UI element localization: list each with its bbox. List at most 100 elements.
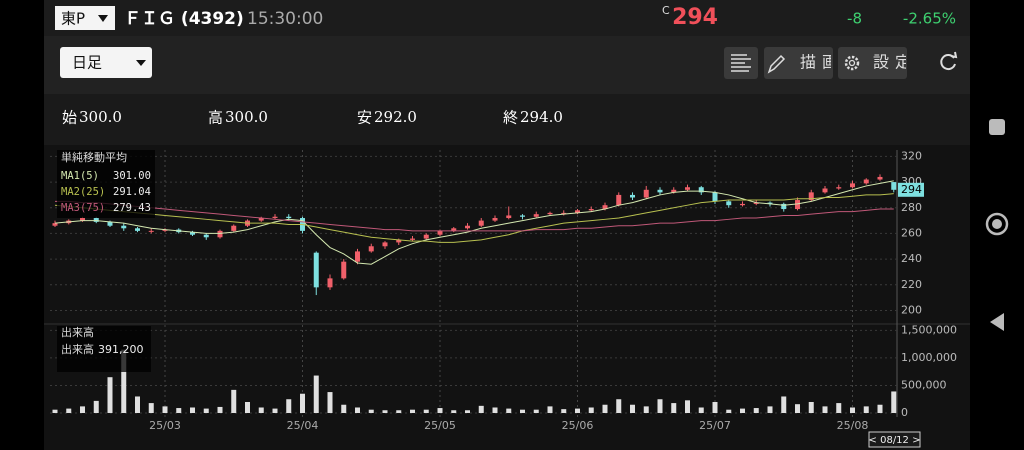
candle-body — [891, 182, 897, 190]
y-tick-label: 200 — [901, 303, 922, 316]
legend-entry: MA3(75) — [61, 202, 105, 214]
legend-value: 291.04 — [113, 186, 151, 198]
home-button-dot — [992, 219, 1002, 229]
settings-label-box: 設定 — [873, 53, 906, 72]
recents-button[interactable] — [989, 119, 1005, 135]
legend-entry: MA1(5) — [61, 170, 99, 182]
candle-body — [781, 203, 787, 210]
volume-bar — [313, 375, 319, 413]
candle-body — [685, 187, 690, 190]
chart-area — [44, 145, 970, 450]
y-tick-label: 500,000 — [901, 378, 947, 391]
volume-bar — [588, 407, 594, 413]
refresh-icon[interactable] — [940, 54, 956, 71]
home-button[interactable] — [985, 212, 1009, 236]
x-tick-label: 25/04 — [287, 419, 319, 432]
candle-body — [643, 189, 649, 198]
candle-body — [217, 230, 223, 238]
draw-label: 描画 — [800, 53, 844, 72]
candle-body — [313, 252, 319, 288]
y-tick-label: 1,000,000 — [901, 351, 957, 364]
legend-title: 出来高 — [61, 325, 94, 339]
price-tag — [898, 182, 924, 197]
draw-button[interactable] — [764, 47, 833, 79]
candle-body — [478, 220, 484, 226]
volume-bar — [712, 401, 718, 413]
market: 東P — [61, 10, 85, 28]
legend-box — [57, 150, 155, 218]
volume-bar — [355, 407, 360, 413]
volume-bar — [341, 404, 347, 413]
volume-bar — [148, 403, 154, 413]
volume-bar — [423, 409, 429, 413]
candle-body — [808, 192, 814, 201]
candle-body — [753, 202, 759, 204]
x-tick-label: 25/08 — [837, 419, 869, 432]
volume-bar — [533, 409, 539, 413]
volume-bar — [753, 408, 759, 413]
candle-body — [822, 188, 828, 193]
candle-body — [396, 239, 402, 243]
y-tick-label: 260 — [901, 226, 922, 239]
volume-bar — [190, 407, 195, 413]
ohlc-label: 始 — [62, 109, 77, 127]
ohlc-label: 終 — [503, 109, 518, 127]
candle-body — [850, 183, 855, 188]
candle-body — [135, 228, 140, 231]
price-tag-label: 294 — [901, 183, 922, 196]
candle-body — [382, 242, 388, 247]
candle-body — [121, 225, 127, 229]
candle-body — [368, 246, 374, 252]
back-button[interactable] — [990, 313, 1004, 331]
ohlc-label: 安 — [357, 109, 372, 127]
candle-body — [630, 194, 635, 198]
change: -8 — [847, 10, 862, 28]
volume-bar — [506, 408, 512, 413]
ohlc-value: 292.0 — [374, 108, 417, 126]
volume-bar — [245, 401, 250, 413]
volume-bar — [616, 399, 622, 413]
candle-body — [80, 218, 85, 221]
settings-button[interactable] — [838, 47, 907, 79]
draw-label-box: 描画 — [800, 53, 844, 72]
volume-bar — [107, 377, 113, 413]
volume-bar — [863, 406, 869, 413]
volume-bar — [258, 407, 264, 413]
period-select[interactable] — [60, 47, 152, 78]
refresh-icon — [950, 51, 958, 59]
ohlc-value: 300.0 — [225, 108, 268, 126]
legend-title: 単純移動平均 — [61, 150, 127, 164]
ohlc-value: 294.0 — [520, 108, 563, 126]
time: 15:30:00 — [247, 9, 323, 29]
volume-bar — [396, 410, 402, 413]
candle-body — [712, 192, 718, 202]
candle-body — [726, 201, 732, 206]
ohlc-label: 高 — [208, 109, 223, 127]
candle-body — [437, 230, 443, 235]
ohlc-value: 300.0 — [79, 108, 122, 126]
price: 294 — [672, 5, 718, 30]
volume-bar — [726, 409, 732, 413]
x-tick-label: 25/05 — [424, 419, 456, 432]
candle-body — [602, 205, 608, 210]
candle-body — [286, 216, 292, 219]
ohlc-row — [44, 94, 970, 145]
candle-body — [575, 210, 580, 213]
volume-bar — [231, 389, 237, 413]
y-tick-label: 0 — [901, 406, 908, 419]
candle-body — [423, 234, 429, 239]
volume-bar — [286, 399, 292, 413]
candle-body — [877, 176, 883, 180]
y-tick-label: 280 — [901, 201, 922, 214]
candle-body — [231, 225, 237, 231]
candle-body — [836, 187, 842, 189]
volume-bar — [162, 406, 168, 413]
candle-body — [148, 230, 154, 232]
legend-box — [57, 326, 151, 372]
volume-bar — [561, 409, 567, 413]
ma-line — [55, 200, 894, 232]
volume-bar — [808, 401, 814, 413]
volume-bar — [891, 391, 897, 413]
dropdown-arrow — [98, 15, 108, 22]
ohlc: 始 300.0 高 300.0 安 292.0 終 294.0 — [62, 108, 563, 127]
